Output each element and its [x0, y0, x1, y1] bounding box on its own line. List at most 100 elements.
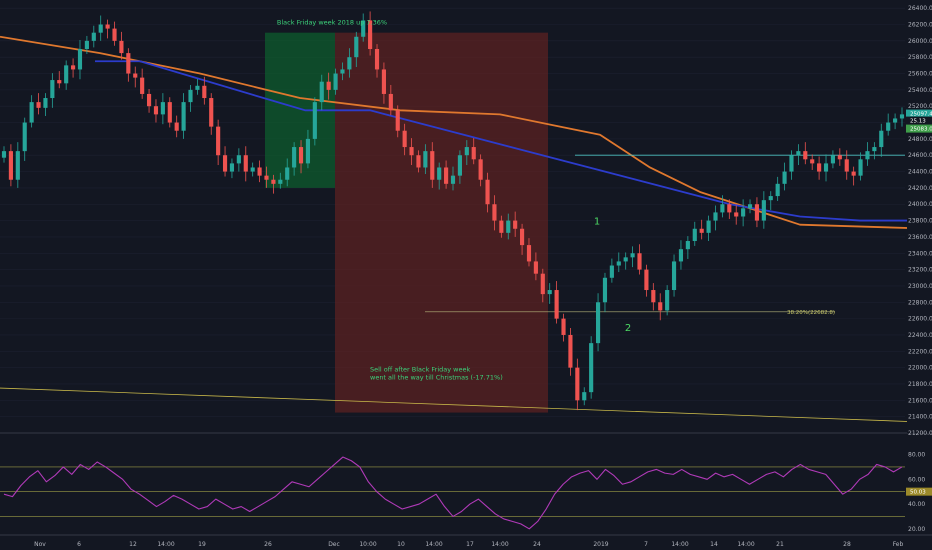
price-tick-label: 21600.0 — [908, 397, 932, 404]
candle-body — [29, 102, 34, 123]
price-tick-label: 22200.0 — [908, 348, 932, 355]
candle-body — [872, 147, 877, 152]
time-tick-label: 28 — [843, 541, 851, 548]
candle-body — [761, 200, 766, 221]
candle-body — [651, 290, 656, 303]
candle-body — [333, 73, 338, 90]
rsi-tick-label: 20.00 — [908, 526, 925, 533]
sell-off-label-line-2: went all the way till Christmas (-17.71%… — [370, 374, 503, 382]
candle-body — [879, 130, 884, 148]
candle-body — [174, 122, 179, 131]
candle-body — [837, 155, 842, 160]
candle-body — [575, 367, 580, 401]
price-tick-label: 21800.0 — [908, 381, 932, 388]
candle-body — [616, 261, 621, 266]
candle-body — [464, 147, 469, 156]
price-tick-label: 23800.0 — [908, 218, 932, 225]
price-axis-background — [907, 0, 932, 433]
candle-body — [402, 130, 407, 148]
rsi-badge-text: 50.03 — [910, 490, 926, 496]
time-tick-label: 12 — [129, 541, 137, 548]
candle-body — [485, 179, 490, 205]
time-tick-label: Dec — [328, 541, 340, 548]
candle-body — [582, 392, 587, 401]
candle-body — [160, 102, 165, 115]
candle-body — [84, 40, 89, 50]
price-tick-label: 23000.0 — [908, 283, 932, 290]
candle-body — [602, 277, 608, 303]
time-axis[interactable]: Nov 6 12 14:00 19 26 Dec 10:00 10 14:00 17 14:00 24 2… — [34, 541, 903, 548]
candle-body — [8, 151, 13, 180]
candle-body — [319, 81, 324, 103]
black-friday-label: Black Friday week 2018 up 7.36% — [277, 19, 387, 27]
candle-body — [1, 151, 7, 158]
candle-body — [285, 167, 290, 180]
time-tick-label: 10 — [397, 541, 405, 548]
candle-body — [644, 269, 649, 291]
candle-body — [409, 147, 414, 156]
price-tick-label: 24400.0 — [908, 169, 932, 176]
candle-body — [637, 253, 642, 270]
price-tick-label: 24200.0 — [908, 185, 932, 192]
time-tick-label: 10:00 — [359, 541, 376, 548]
candle-body — [105, 24, 110, 29]
candle-body — [741, 208, 746, 217]
price-tick-label: 26400.0 — [908, 5, 932, 12]
time-tick-label: 2019 — [593, 541, 608, 548]
candle-body — [77, 49, 83, 70]
price-badge-text: 25083.0 — [910, 127, 932, 133]
candle-body — [457, 155, 462, 176]
price-badge — [906, 124, 932, 133]
candle-body — [278, 179, 283, 184]
candle-body — [775, 183, 780, 197]
candle-body — [243, 155, 248, 172]
candle-body — [133, 73, 138, 78]
time-tick-label: 21 — [776, 541, 784, 548]
candle-body — [57, 80, 62, 84]
candle-body — [430, 151, 435, 180]
time-tick-label: 14:00 — [671, 541, 688, 548]
time-tick-label: 14 — [710, 541, 718, 548]
price-axis[interactable]: 26400.0 26200.0 26000.0 25800.0 25600.0 25400… — [906, 0, 932, 437]
candle-body — [444, 167, 449, 184]
time-tick-label: 24 — [533, 541, 541, 548]
candle-body — [222, 155, 228, 172]
candle-body — [886, 122, 891, 131]
rsi-tick-label: 40.00 — [908, 501, 925, 508]
candle-body — [153, 106, 159, 115]
candle-body — [250, 167, 255, 172]
price-annotations: Black Friday week 2018 up 7.36% Sell off … — [277, 19, 835, 382]
candle-body — [734, 212, 739, 217]
candle-body — [257, 167, 262, 176]
time-tick-label: 19 — [198, 541, 206, 548]
price-tick-label: 22000.0 — [908, 365, 932, 372]
candle-body — [112, 28, 117, 41]
candle-body — [305, 138, 311, 164]
price-tick-label: 25200.0 — [908, 103, 932, 110]
time-tick-label: 26 — [264, 541, 272, 548]
rsi-tick-label: 80.00 — [908, 452, 925, 459]
candle-body — [706, 220, 711, 233]
rsi-tick-label: 60.00 — [908, 476, 925, 483]
price-overlays — [0, 35, 932, 423]
candle-body — [354, 36, 359, 58]
candle-body — [810, 159, 815, 164]
price-tick-label: 24600.0 — [908, 152, 932, 159]
candle-body — [720, 204, 725, 213]
candle-body — [796, 151, 801, 156]
candle-body — [388, 93, 393, 111]
candle-body — [167, 102, 172, 123]
price-tick-label: 23600.0 — [908, 234, 932, 241]
candle-body — [292, 147, 297, 168]
candle-body — [437, 167, 442, 180]
candle-body — [202, 85, 207, 99]
candle-body — [423, 151, 428, 168]
candle-body — [381, 69, 386, 94]
candle-body — [893, 118, 898, 123]
candle-body — [368, 20, 373, 50]
candle-body — [520, 228, 525, 246]
candle-body — [547, 290, 552, 295]
event-regions — [265, 32, 548, 413]
candle-body — [817, 163, 822, 172]
rsi-axis[interactable]: 80.00 60.00 40.00 20.00 50.03 — [906, 452, 932, 533]
